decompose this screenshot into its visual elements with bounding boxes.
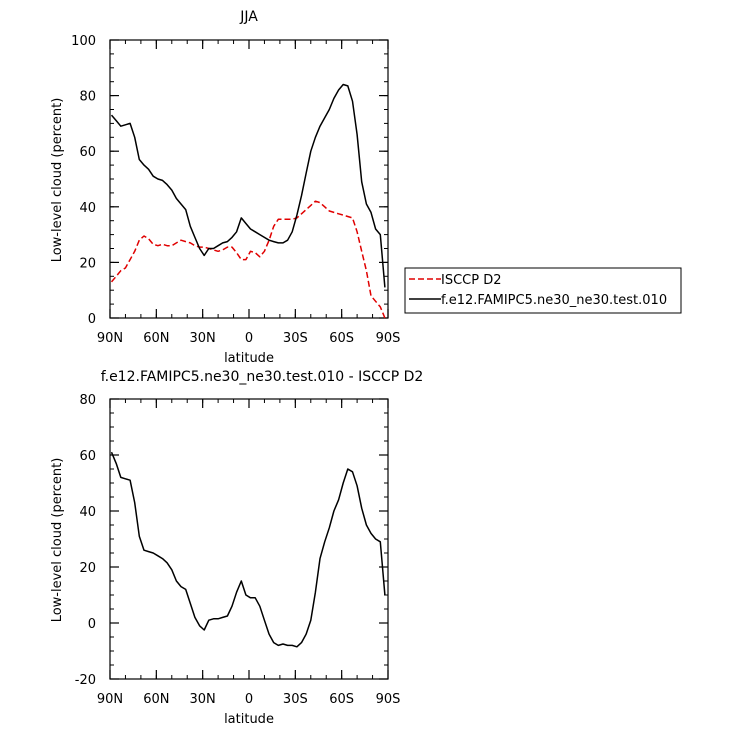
legend-label-model: f.e12.FAMIPC5.ne30_ne30.test.010 <box>441 293 667 308</box>
chart-bottom-frame <box>109 398 389 680</box>
chart-bottom-x-axis-label: latitude <box>224 712 274 727</box>
chart-top-series-line-1 <box>110 83 386 288</box>
chart-top-plot-area: 90N 60N 30N 0 30S 60S 90S 0 20 40 60 80 100 <box>71 34 400 346</box>
chart-bottom-x-tick-label: 30S <box>283 692 308 707</box>
legend-box <box>404 267 682 314</box>
chart-bottom-series-line-0 <box>110 451 386 648</box>
chart-top-y-tick-label: 40 <box>79 201 96 216</box>
chart-bottom-y-tick-label: 20 <box>79 561 96 576</box>
chart-top-x-tick-label: 0 <box>245 331 253 346</box>
chart-top-y-tick-label: 80 <box>79 90 96 105</box>
chart-bottom-title: f.e12.FAMIPC5.ne30_ne30.test.010 - ISCCP… <box>101 369 424 385</box>
legend-label-isccp: ISCCP D2 <box>441 273 502 288</box>
chart-bottom-x-tick-label: 0 <box>245 692 253 707</box>
chart-top-frame <box>109 39 389 319</box>
chart-top-x-tick-label: 90N <box>97 331 123 346</box>
chart-top-x-tick-label: 60S <box>329 331 354 346</box>
chart-bottom-panel: f.e12.FAMIPC5.ne30_ne30.test.010 - ISCCP… <box>50 369 423 727</box>
chart-top-title: JJA <box>239 9 258 25</box>
chart-top-x-axis-label: latitude <box>224 351 274 366</box>
chart-top-y-tick-label: 100 <box>71 34 96 49</box>
chart-top-panel: JJA 90N 60N 30N 0 30S 60S 90S 0 20 40 60 80 100 lati… <box>50 9 682 366</box>
chart-bottom-y-tick-label: 60 <box>79 449 96 464</box>
chart-top-x-tick-label: 60N <box>143 331 169 346</box>
chart-top-y-tick-label: 20 <box>79 256 96 271</box>
chart-top-series-line-0 <box>110 200 386 319</box>
chart-top-x-tick-label: 90S <box>376 331 401 346</box>
chart-bottom-y-tick-label: 80 <box>79 393 96 408</box>
chart-bottom-x-tick-label: 90N <box>97 692 123 707</box>
chart-bottom-x-tick-label: 60N <box>143 692 169 707</box>
chart-bottom-plot-area: 90N 60N 30N 0 30S 60S 90S -20 0 20 40 60 80 <box>75 393 401 707</box>
chart-top-y-tick-label: 0 <box>88 312 96 327</box>
chart-top-y-axis-label: Low-level cloud (percent) <box>50 98 65 263</box>
chart-top-legend: ISCCP D2 f.e12.FAMIPC5.ne30_ne30.test.01… <box>404 267 682 314</box>
chart-top-x-tick-label: 30S <box>283 331 308 346</box>
chart-bottom-x-tick-label: 60S <box>329 692 354 707</box>
chart-bottom-y-axis-label: Low-level cloud (percent) <box>50 458 65 623</box>
chart-bottom-y-tick-label: -20 <box>75 673 96 688</box>
chart-top-x-tick-label: 30N <box>190 331 216 346</box>
chart-bottom-x-tick-label: 90S <box>376 692 401 707</box>
chart-bottom-x-tick-label: 30N <box>190 692 216 707</box>
chart-bottom-y-tick-label: 0 <box>88 617 96 632</box>
chart-top-y-tick-label: 60 <box>79 145 96 160</box>
chart-bottom-y-tick-label: 40 <box>79 505 96 520</box>
